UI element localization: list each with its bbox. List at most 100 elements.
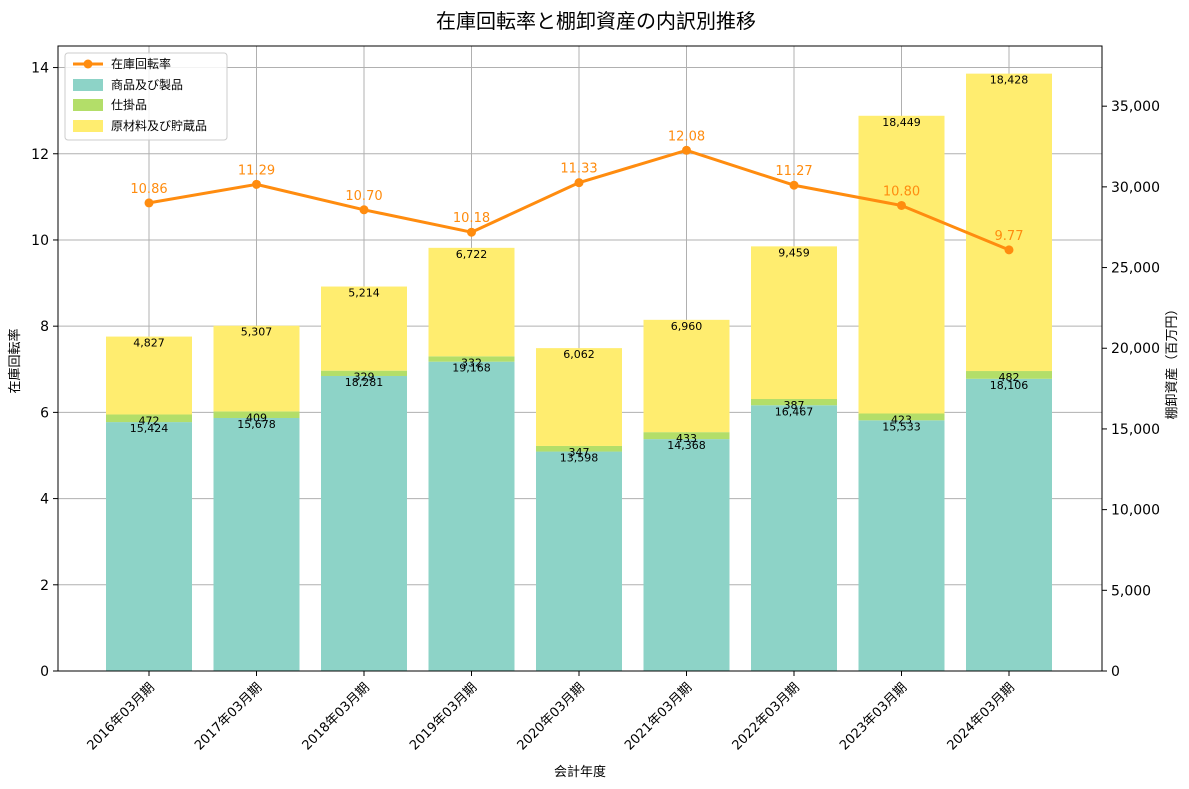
bar-segment <box>106 422 192 671</box>
bar-value-label: 13,598 <box>560 452 599 465</box>
axes-layer <box>57 45 1103 672</box>
turnover-rate-label: 11.27 <box>775 164 812 179</box>
turnover-rate-point <box>1004 245 1014 255</box>
bar-value-label: 409 <box>246 411 267 424</box>
x-tick-label: 2017年03月期 <box>192 680 265 753</box>
bar-labels-layer: 15,424 15,678 18,281 19,168 13,598 14,368 16,4… <box>130 74 1029 465</box>
x-axis-label: 会計年度 <box>554 764 606 780</box>
turnover-rate-point <box>467 227 476 237</box>
turnover-rate-label: 9.77 <box>995 229 1024 244</box>
bar-segment <box>428 356 515 362</box>
turnover-rate-point <box>252 179 261 189</box>
line-layer: 10.86 11.29 10.70 10.18 11.33 12.08 11.27 10.80… <box>130 129 1024 255</box>
x-tick-label: 2020年03月期 <box>515 680 588 753</box>
legend-label: 仕掛品 <box>111 97 147 112</box>
turnover-rate-label: 10.80 <box>883 184 920 199</box>
bar-segment <box>213 411 300 418</box>
plot-frame <box>57 45 1103 672</box>
legend-label: 原材料及び貯蔵品 <box>111 119 207 133</box>
turnover-rate-point <box>682 145 691 155</box>
bar-value-label: 5,307 <box>241 326 273 339</box>
bar-segment <box>966 378 1052 671</box>
bar-segment <box>858 420 945 671</box>
bar-value-label: 387 <box>784 399 805 412</box>
y-left-tick-label: 0 <box>40 664 49 680</box>
bar-segment <box>321 375 407 671</box>
y-left-tick-label: 4 <box>40 492 49 508</box>
bar-segment <box>321 286 407 371</box>
bar-value-label: 15,678 <box>237 418 276 431</box>
bar-segment <box>858 413 945 421</box>
bar-value-label: 19,168 <box>452 362 491 375</box>
y-right-tick-label: 10,000 <box>1111 503 1160 519</box>
turnover-rate-point <box>574 178 584 188</box>
bar-segment <box>428 361 515 671</box>
bar-segment <box>966 73 1052 372</box>
bar-segment <box>536 348 622 446</box>
bar-value-label: 6,960 <box>671 320 703 333</box>
turnover-rate-point <box>789 180 799 190</box>
bar-segment <box>966 371 1052 379</box>
bar-segment <box>858 115 945 414</box>
bar-segment <box>213 417 300 671</box>
turnover-rate-point <box>897 200 906 210</box>
legend-box <box>64 52 228 141</box>
chart-title: 在庫回転率と棚卸資産の内訳別推移 <box>436 9 756 33</box>
y-right-tick-label: 15,000 <box>1111 422 1160 438</box>
bar-value-label: 423 <box>891 414 912 427</box>
x-tick-label: 2024年03月期 <box>945 680 1018 753</box>
x-tick-label: 2016年03月期 <box>85 680 158 753</box>
y-left-tick-label: 12 <box>31 147 49 163</box>
x-tick-label: 2019年03月期 <box>407 680 480 753</box>
bar-segment <box>106 414 192 423</box>
bar-value-label: 18,449 <box>882 116 921 129</box>
bar-value-label: 18,106 <box>990 379 1029 392</box>
bar-value-label: 6,722 <box>456 248 488 261</box>
x-tick-label: 2021年03月期 <box>622 680 695 753</box>
bar-value-label: 433 <box>676 432 697 445</box>
bar-segment <box>106 336 192 415</box>
y-left-tick-label: 14 <box>31 61 49 77</box>
bar-value-label: 332 <box>461 356 482 369</box>
bar-segment <box>643 319 730 433</box>
y-left-tick-label: 2 <box>40 578 49 594</box>
bar-value-label: 15,533 <box>882 420 921 433</box>
bar-segment <box>536 451 622 671</box>
bar-value-label: 4,827 <box>133 337 165 350</box>
turnover-rate-label: 10.18 <box>453 211 490 226</box>
legend-bar-swatch <box>73 120 103 132</box>
bar-value-label: 6,062 <box>563 348 595 361</box>
turnover-rate-point <box>359 205 369 215</box>
turnover-rate-label: 11.33 <box>560 162 597 177</box>
bar-segment <box>643 432 730 440</box>
y-left-tick-label: 8 <box>40 319 49 335</box>
legend-label: 在庫回転率 <box>111 56 171 71</box>
y-right-tick-label: 0 <box>1111 664 1120 680</box>
turnover-rate-label: 12.08 <box>668 129 705 144</box>
bar-value-label: 14,368 <box>667 439 706 452</box>
y-right-tick-label: 30,000 <box>1111 180 1160 196</box>
bar-segment <box>751 399 837 406</box>
turnover-rate-point <box>144 198 154 208</box>
y-right-tick-label: 20,000 <box>1111 341 1160 357</box>
bar-value-label: 5,214 <box>348 287 380 300</box>
y-left-tick-label: 10 <box>31 233 49 249</box>
turnover-rate-label: 11.29 <box>238 163 275 178</box>
legend-line-marker <box>83 59 93 69</box>
bar-value-label: 329 <box>354 371 375 384</box>
bar-segment <box>751 405 837 671</box>
bar-segment <box>536 445 622 452</box>
bar-value-label: 16,467 <box>775 405 814 418</box>
legend-bar-swatch <box>73 79 103 91</box>
legend-label: 商品及び製品 <box>111 77 183 92</box>
bar-value-label: 347 <box>569 446 590 459</box>
bar-value-label: 472 <box>139 414 160 427</box>
bar-segment <box>428 247 515 357</box>
bar-value-label: 9,459 <box>778 246 810 259</box>
y-left-tick-label: 6 <box>40 405 49 421</box>
bar-value-label: 18,428 <box>990 74 1029 87</box>
x-tick-label: 2018年03月期 <box>300 680 373 753</box>
bar-segment <box>213 325 300 412</box>
